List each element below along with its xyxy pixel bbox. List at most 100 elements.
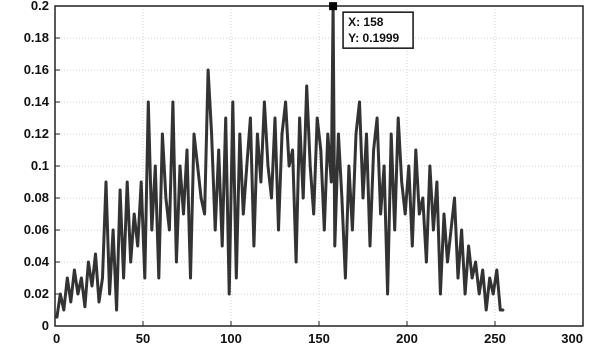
data-point [267, 165, 269, 167]
data-point [66, 277, 69, 279]
data-point [253, 245, 255, 247]
data-tip[interactable]: X: 158 Y: 0.1999 [329, 2, 414, 49]
data-point [474, 261, 477, 263]
y-tick-label: 0.18 [24, 30, 49, 45]
data-point [305, 85, 308, 87]
data-point [323, 229, 326, 231]
data-point [355, 133, 357, 135]
data-point [429, 165, 431, 167]
y-tick-label: 0.08 [24, 190, 49, 205]
y-tick-label: 0.06 [24, 222, 49, 237]
datatip-marker [329, 2, 338, 11]
data-point [309, 165, 312, 167]
data-point [154, 165, 157, 167]
data-point [210, 133, 213, 135]
data-point [260, 181, 262, 183]
data-point [105, 181, 107, 183]
data-point [242, 213, 245, 215]
data-point [281, 133, 283, 135]
data-point [189, 277, 192, 279]
data-point [496, 269, 498, 271]
data-point [140, 181, 142, 183]
data-point [158, 277, 160, 279]
y-tick-label: 0.2 [31, 0, 49, 13]
data-series [55, 4, 505, 319]
data-point [415, 149, 417, 151]
data-point [224, 117, 227, 119]
x-tick-label: 300 [561, 331, 583, 346]
y-tick-label: 0.04 [24, 254, 50, 269]
data-point [101, 277, 104, 279]
data-point [492, 293, 495, 295]
data-point [383, 165, 385, 167]
data-point [393, 229, 396, 231]
data-point [358, 101, 361, 103]
data-point [453, 197, 456, 199]
data-point [379, 213, 382, 215]
data-point [418, 213, 421, 215]
data-point [337, 133, 340, 135]
data-point [256, 133, 259, 135]
data-point [390, 133, 393, 135]
data-point [344, 277, 347, 279]
data-point [274, 117, 276, 119]
data-point [87, 261, 90, 263]
data-point [179, 165, 181, 167]
data-point [295, 261, 297, 263]
data-point [249, 117, 252, 119]
data-point [348, 165, 350, 167]
data-point [175, 261, 178, 263]
data-point [161, 133, 164, 135]
datatip-y: Y: 0.1999 [348, 31, 399, 45]
data-point [443, 213, 445, 215]
data-point [129, 261, 132, 263]
data-point [73, 269, 76, 271]
data-point [362, 197, 364, 199]
data-point [165, 197, 167, 199]
data-point [270, 197, 273, 199]
data-point [330, 181, 333, 183]
data-point [478, 293, 481, 295]
data-point [136, 245, 139, 247]
y-tick-label: 0.14 [24, 94, 50, 109]
data-point [404, 213, 407, 215]
data-point [119, 189, 121, 191]
y-tick-label: 0.16 [24, 62, 49, 77]
data-point [172, 101, 174, 103]
y-tick-label: 0.12 [24, 126, 49, 141]
data-point [397, 117, 400, 119]
data-point [464, 293, 466, 295]
data-point [488, 277, 491, 279]
data-point [207, 69, 209, 71]
data-point [327, 133, 329, 135]
y-tick-label: 0 [42, 318, 49, 333]
data-point [56, 317, 58, 319]
data-point [288, 165, 290, 167]
data-point [284, 101, 287, 103]
data-point [70, 301, 72, 303]
data-point [411, 245, 414, 247]
data-point [467, 245, 470, 247]
data-point [239, 133, 241, 135]
data-point [503, 309, 505, 311]
data-point [108, 293, 111, 295]
data-point [246, 165, 248, 167]
data-point [386, 293, 389, 295]
x-tick-label: 100 [220, 331, 242, 346]
data-point [80, 277, 83, 279]
data-point [203, 213, 206, 215]
data-point [235, 277, 238, 279]
datatip-box [342, 11, 414, 49]
data-point [84, 306, 86, 308]
data-point [369, 245, 371, 247]
data-point [341, 197, 343, 199]
y-tick-label: 0.02 [24, 286, 49, 301]
data-point [302, 197, 305, 199]
data-point [446, 261, 449, 263]
data-point [372, 149, 375, 151]
y-tick-label: 0.1 [31, 158, 49, 173]
data-point [320, 149, 322, 151]
data-point [63, 309, 65, 311]
data-point [351, 229, 354, 231]
